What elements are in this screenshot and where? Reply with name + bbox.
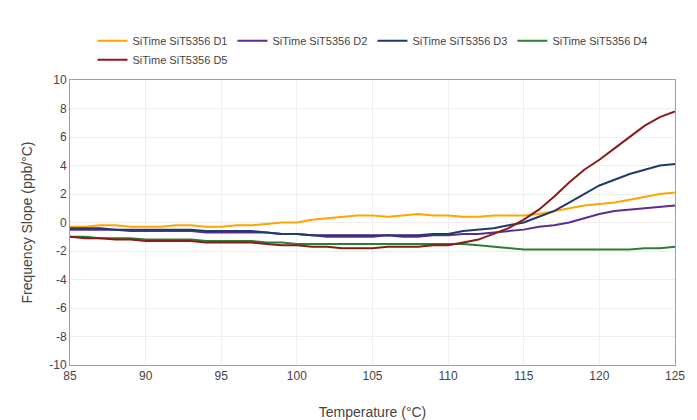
svg-text:0: 0 xyxy=(60,216,67,230)
svg-text:-10: -10 xyxy=(49,358,67,372)
svg-text:95: 95 xyxy=(215,369,229,383)
svg-text:-4: -4 xyxy=(56,273,67,287)
svg-text:-2: -2 xyxy=(56,244,67,258)
svg-text:6: 6 xyxy=(60,130,67,144)
svg-text:SiTime SiT5356 D1: SiTime SiT5356 D1 xyxy=(133,35,228,47)
svg-text:SiTime SiT5356 D2: SiTime SiT5356 D2 xyxy=(272,35,367,47)
svg-text:90: 90 xyxy=(139,369,153,383)
svg-text:-6: -6 xyxy=(56,301,67,315)
svg-text:SiTime SiT5356 D5: SiTime SiT5356 D5 xyxy=(133,54,228,66)
svg-text:4: 4 xyxy=(60,159,67,173)
svg-text:Temperature (°C): Temperature (°C) xyxy=(319,404,427,420)
svg-text:115: 115 xyxy=(514,369,533,383)
svg-text:120: 120 xyxy=(589,369,609,383)
svg-text:8: 8 xyxy=(60,102,67,116)
svg-text:-8: -8 xyxy=(56,330,67,344)
svg-text:2: 2 xyxy=(60,187,67,201)
svg-text:SiTime SiT5356 D3: SiTime SiT5356 D3 xyxy=(412,35,507,47)
svg-text:110: 110 xyxy=(439,369,458,383)
svg-text:Frequency Slope (ppb/°C): Frequency Slope (ppb/°C) xyxy=(19,141,35,303)
svg-text:100: 100 xyxy=(287,369,307,383)
svg-text:10: 10 xyxy=(53,73,67,87)
svg-text:85: 85 xyxy=(63,369,77,383)
svg-text:SiTime SiT5356 D4: SiTime SiT5356 D4 xyxy=(552,35,647,47)
svg-text:125: 125 xyxy=(665,369,685,383)
svg-text:105: 105 xyxy=(362,369,382,383)
